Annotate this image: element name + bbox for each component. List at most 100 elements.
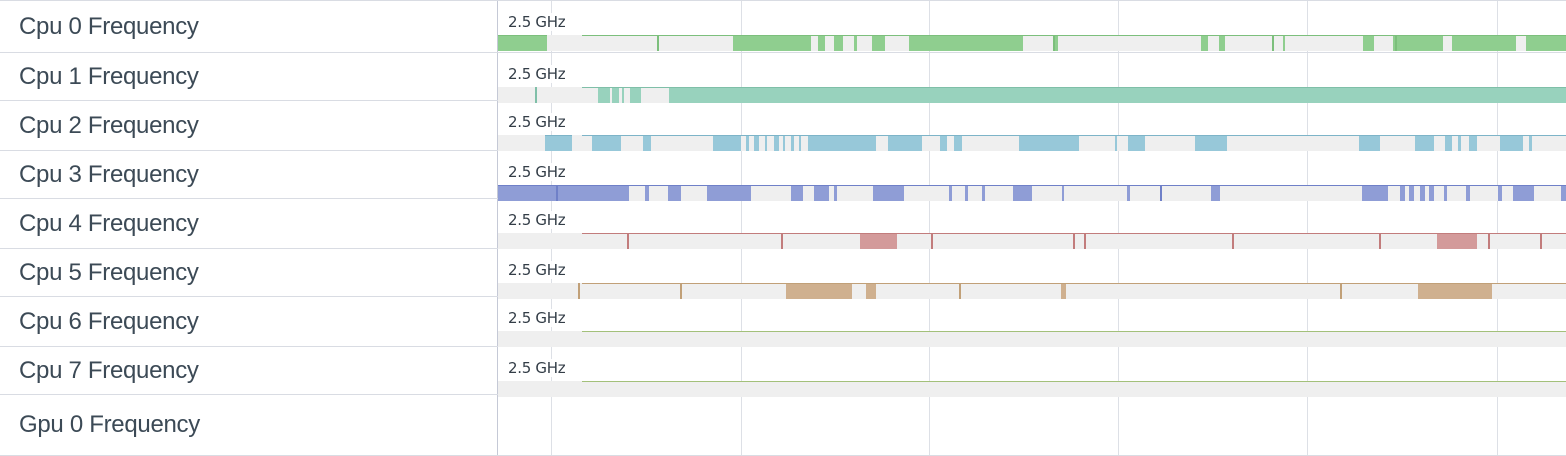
track-row[interactable]: Cpu 0 Frequency 2.5 GHz [0,0,1566,53]
frequency-change-tick[interactable] [1395,35,1398,51]
frequency-high-segment[interactable] [630,87,642,103]
track-row[interactable]: Cpu 6 Frequency 2.5 GHz [0,297,1566,347]
frequency-high-segment[interactable] [667,185,681,201]
frequency-high-segment[interactable] [598,87,611,103]
frequency-change-tick[interactable] [1272,35,1275,51]
frequency-high-segment[interactable] [707,185,752,201]
frequency-high-segment[interactable] [1419,185,1425,201]
track-area[interactable]: 2.5 GHz [497,53,1566,103]
track-area[interactable]: 2.5 GHz [497,249,1566,299]
frequency-high-segment[interactable] [1060,283,1067,299]
frequency-high-segment[interactable] [1115,135,1118,151]
frequency-high-segment[interactable] [621,87,624,103]
track-area[interactable]: 2.5 GHz [497,347,1566,397]
frequency-high-segment[interactable] [1200,35,1209,51]
frequency-change-tick[interactable] [1160,185,1163,201]
frequency-change-tick[interactable] [679,283,682,299]
track-area[interactable]: 2.5 GHz [497,101,1566,151]
frequency-high-segment[interactable] [1362,185,1388,201]
frequency-high-segment[interactable] [860,233,898,249]
frequency-change-tick[interactable] [930,233,933,249]
frequency-high-segment[interactable] [1392,35,1444,51]
frequency-high-segment[interactable] [1445,135,1452,151]
frequency-high-segment[interactable] [1282,35,1286,51]
track-row[interactable]: Cpu 4 Frequency 2.5 GHz [0,199,1566,249]
track-area[interactable]: 2.5 GHz [497,297,1566,347]
frequency-high-segment[interactable] [498,185,630,201]
frequency-high-segment[interactable] [1444,185,1448,201]
frequency-high-segment[interactable] [814,185,830,201]
frequency-high-segment[interactable] [1560,185,1566,201]
frequency-high-segment[interactable] [940,135,947,151]
frequency-high-segment[interactable] [948,185,952,201]
frequency-high-segment[interactable] [964,185,968,201]
frequency-change-tick[interactable] [578,283,581,299]
frequency-change-tick[interactable] [627,233,630,249]
frequency-change-tick[interactable] [1339,283,1342,299]
frequency-change-tick[interactable] [1488,233,1491,249]
frequency-high-segment[interactable] [887,135,922,151]
frequency-change-tick[interactable] [1084,233,1087,249]
frequency-high-segment[interactable] [1528,135,1532,151]
frequency-high-segment[interactable] [834,185,837,201]
frequency-high-segment[interactable] [1358,135,1381,151]
frequency-change-tick[interactable] [535,87,538,103]
frequency-high-segment[interactable] [807,135,877,151]
frequency-high-segment[interactable] [612,87,619,103]
frequency-high-segment[interactable] [1127,185,1131,201]
frequency-high-segment[interactable] [834,35,843,51]
frequency-change-tick[interactable] [657,35,660,51]
frequency-change-tick[interactable] [959,283,962,299]
track-row[interactable]: Cpu 7 Frequency 2.5 GHz [0,347,1566,397]
frequency-high-segment[interactable] [1400,185,1405,201]
frequency-high-segment[interactable] [1012,185,1032,201]
frequency-high-segment[interactable] [1128,135,1146,151]
frequency-high-segment[interactable] [544,135,572,151]
frequency-change-tick[interactable] [1072,233,1075,249]
frequency-high-segment[interactable] [643,135,651,151]
frequency-high-segment[interactable] [1497,185,1502,201]
frequency-high-segment[interactable] [786,283,852,299]
frequency-high-segment[interactable] [1061,185,1065,201]
frequency-high-segment[interactable] [773,135,779,151]
track-area[interactable] [497,395,1566,455]
frequency-high-segment[interactable] [872,185,904,201]
frequency-high-segment[interactable] [1512,185,1534,201]
frequency-change-tick[interactable] [1231,233,1234,249]
frequency-high-segment[interactable] [591,135,621,151]
frequency-change-tick[interactable] [555,185,558,201]
frequency-high-segment[interactable] [1468,135,1478,151]
frequency-high-segment[interactable] [1211,185,1220,201]
frequency-high-segment[interactable] [1436,233,1478,249]
frequency-high-segment[interactable] [1195,135,1225,151]
frequency-high-segment[interactable] [765,135,768,151]
track-area[interactable]: 2.5 GHz [497,199,1566,249]
frequency-high-segment[interactable] [498,35,548,51]
frequency-change-tick[interactable] [781,233,784,249]
frequency-change-tick[interactable] [1379,233,1382,249]
frequency-high-segment[interactable] [790,135,794,151]
track-row[interactable]: Gpu 0 Frequency [0,395,1566,456]
frequency-high-segment[interactable] [712,135,742,151]
frequency-high-segment[interactable] [1458,135,1462,151]
frequency-high-segment[interactable] [818,35,825,51]
frequency-high-segment[interactable] [754,135,759,151]
frequency-high-segment[interactable] [866,283,877,299]
frequency-high-segment[interactable] [745,135,749,151]
frequency-high-segment[interactable] [1019,135,1079,151]
frequency-high-segment[interactable] [799,135,802,151]
frequency-high-segment[interactable] [1363,35,1373,51]
frequency-high-segment[interactable] [981,185,985,201]
track-row[interactable]: Cpu 1 Frequency 2.5 GHz [0,53,1566,103]
frequency-high-segment[interactable] [645,185,649,201]
track-row[interactable]: Cpu 2 Frequency 2.5 GHz [0,101,1566,151]
track-row[interactable]: Cpu 3 Frequency 2.5 GHz [0,151,1566,201]
frequency-high-segment[interactable] [909,35,1024,51]
frequency-high-segment[interactable] [732,35,811,51]
track-area[interactable]: 2.5 GHz [497,151,1566,201]
frequency-high-segment[interactable] [790,185,804,201]
frequency-change-tick[interactable] [1053,35,1056,51]
frequency-high-segment[interactable] [871,35,885,51]
frequency-high-segment[interactable] [1409,185,1415,201]
frequency-high-segment[interactable] [853,35,857,51]
